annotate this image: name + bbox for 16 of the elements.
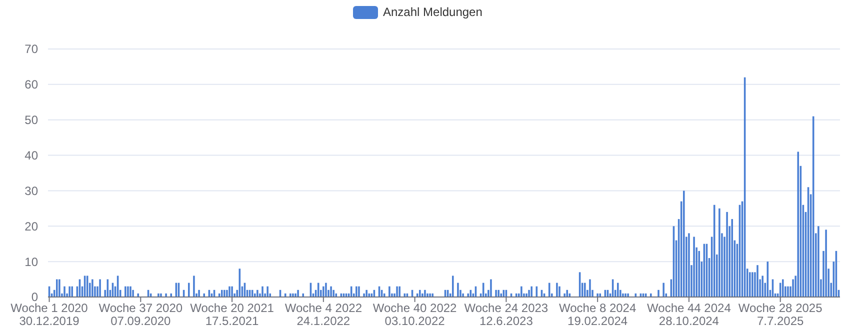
x-tick-label: Woche 4 2022 24.1.2022	[284, 301, 362, 328]
y-tick-label: 70	[24, 42, 38, 56]
x-tick-label: Woche 8 2024 19.02.2024	[558, 301, 636, 328]
x-tick-label: Woche 28 2025 7.7.2025	[738, 301, 823, 328]
y-tick-label: 50	[24, 113, 38, 128]
x-tick-label: Woche 44 2024 28.10.2024	[647, 301, 732, 328]
x-tick-label: Woche 37 2020 07.09.2020	[98, 301, 183, 328]
x-tick-label: Woche 40 2022 03.10.2022	[372, 301, 458, 328]
y-tick-label: 20	[24, 219, 38, 234]
x-tick-label: Woche 20 2021 17.5.2021	[190, 301, 274, 328]
y-tick-label: 10	[24, 254, 38, 269]
legend-label: Anzahl Meldungen	[383, 5, 482, 20]
y-tick-label: 60	[24, 78, 38, 92]
y-tick-label: 30	[24, 184, 38, 198]
y-tick-label: 40	[24, 148, 38, 162]
x-tick-label: Woche 24 2023 12.6.2023	[464, 301, 548, 328]
